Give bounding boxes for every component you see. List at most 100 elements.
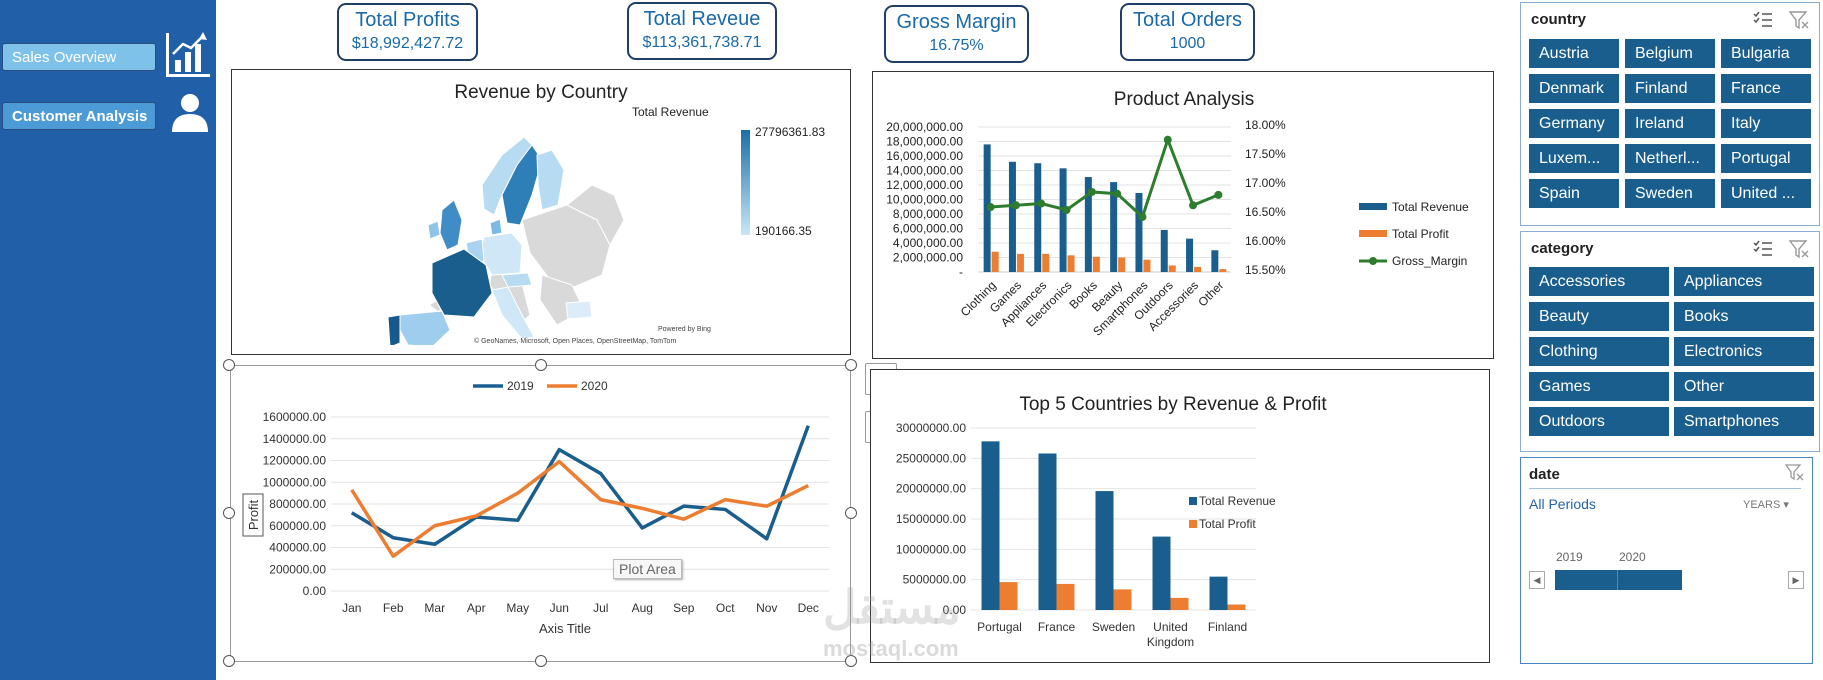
country-slicer-item[interactable]: Finland <box>1625 74 1715 103</box>
profit-trend-svg: 1600000.00 1400000.00 1200000.00 1000000.00… <box>242 379 829 636</box>
timeline-scroll-right[interactable]: ▶ <box>1788 571 1804 589</box>
multi-select-icon[interactable] <box>1751 238 1775 260</box>
x-tick-label: Mar <box>424 601 445 615</box>
category-slicer-item[interactable]: Appliances <box>1674 267 1814 296</box>
resize-handle[interactable] <box>223 655 235 667</box>
bar-total-profit <box>1118 257 1126 272</box>
country-slicer-item[interactable]: Spain <box>1529 179 1619 208</box>
legend-label: Total Revenue <box>1392 200 1469 214</box>
kpi-value: $18,992,427.72 <box>351 35 464 52</box>
bar-total-profit <box>1092 256 1100 272</box>
sales-overview-button[interactable]: Sales Overview <box>2 43 156 71</box>
timeline-selected-range[interactable] <box>1555 570 1682 590</box>
resize-handle[interactable] <box>845 507 857 519</box>
y-tick-label: 30000000.00 <box>896 421 966 435</box>
sales-chart-icon[interactable] <box>163 30 213 85</box>
map-credits: © GeoNames, Microsoft, Open Places, Open… <box>474 338 677 345</box>
country-slicer-item[interactable]: Luxem... <box>1529 144 1619 173</box>
country-slicer-item[interactable]: United ... <box>1721 179 1811 208</box>
resize-handle[interactable] <box>845 359 857 371</box>
chevron-down-icon: ▾ <box>1783 499 1789 511</box>
category-slicer-item[interactable]: Electronics <box>1674 337 1814 366</box>
x-tick-label: Jun <box>550 601 569 615</box>
country-slicer-item[interactable]: Ireland <box>1625 109 1715 138</box>
country-slicer-item[interactable]: France <box>1721 74 1811 103</box>
legend-label: Total Profit <box>1199 517 1256 531</box>
point-gross-margin <box>1011 201 1020 210</box>
plot-area-tooltip: Plot Area <box>613 559 682 579</box>
country-slicer-item[interactable]: Denmark <box>1529 74 1619 103</box>
country-slicer-item[interactable]: Austria <box>1529 39 1619 68</box>
timeline-level-label: YEARS <box>1743 499 1781 511</box>
x-tick-label: Oct <box>716 601 735 615</box>
x-tick-label: Other <box>1195 278 1226 309</box>
country-slicer-item[interactable]: Bulgaria <box>1721 39 1811 68</box>
timeline-level-select[interactable]: YEARS ▾ <box>1743 498 1789 511</box>
bar-total-revenue <box>1211 250 1219 272</box>
point-gross-margin <box>1138 212 1147 221</box>
country-slicer-item[interactable]: Sweden <box>1625 179 1715 208</box>
all-periods-label: All Periods <box>1529 496 1596 512</box>
revenue-map-chart[interactable]: Revenue by Country Total Revenue 2779 <box>231 69 851 355</box>
y2-tick-label: 16.50% <box>1245 205 1286 219</box>
user-icon[interactable] <box>170 92 210 139</box>
top5-countries-chart[interactable]: Top 5 Countries by Revenue & Profit 30000… <box>870 369 1490 663</box>
x-axis-title: Axis Title <box>539 621 591 636</box>
y-tick-label: 6,000,000.00 <box>893 222 963 236</box>
multi-select-icon[interactable] <box>1751 9 1775 31</box>
clear-filter-icon[interactable] <box>1787 9 1811 31</box>
point-gross-margin <box>1087 187 1096 196</box>
country-slicer-item[interactable]: Portugal <box>1721 144 1811 173</box>
map-legend-max: 27796361.83 <box>755 125 826 139</box>
legend-label: 2020 <box>581 379 608 393</box>
watermark: مستقل <box>823 581 961 633</box>
country-slicer[interactable]: country Austria Belgium Bulgaria Denmark Fin… <box>1520 2 1820 226</box>
bar-total-profit <box>991 251 999 272</box>
clear-filter-icon[interactable] <box>1787 238 1811 260</box>
kpi-total-orders: Total Orders 1000 <box>1120 3 1255 61</box>
y2-tick-label: 16.00% <box>1245 234 1286 248</box>
category-slicer-item[interactable]: Books <box>1674 302 1814 331</box>
product-analysis-chart[interactable]: Product Analysis 20,000,000.00 18,000,000.… <box>872 71 1494 359</box>
x-tick-label: Portugal <box>977 620 1022 634</box>
legend-swatch-revenue <box>1189 497 1197 505</box>
country-slicer-item[interactable]: Italy <box>1721 109 1811 138</box>
category-slicer-item[interactable]: Clothing <box>1529 337 1669 366</box>
resize-handle[interactable] <box>223 507 235 519</box>
y2-tick-label: 15.50% <box>1245 263 1286 277</box>
country-slicer-item[interactable]: Germany <box>1529 109 1619 138</box>
resize-handle[interactable] <box>845 655 857 667</box>
y-tick-label: 8,000,000.00 <box>893 207 963 221</box>
bar-total-revenue <box>1059 168 1067 272</box>
country-slicer-item[interactable]: Belgium <box>1625 39 1715 68</box>
category-slicer-item[interactable]: Games <box>1529 372 1669 401</box>
resize-handle[interactable] <box>223 359 235 371</box>
y-tick-label: 200000.00 <box>269 562 326 576</box>
country-slicer-item[interactable]: Netherl... <box>1625 144 1715 173</box>
category-slicer-item[interactable]: Accessories <box>1529 267 1669 296</box>
y-axis-title: Profit <box>246 499 261 530</box>
category-slicer-item[interactable]: Other <box>1674 372 1814 401</box>
watermark-url: mostaql.com <box>823 636 959 661</box>
slicer-header: category <box>1531 240 1594 257</box>
bar-total-revenue <box>1209 576 1228 610</box>
bar-total-revenue <box>981 441 1000 610</box>
y-tick-label: - <box>959 265 963 279</box>
map-legend-gradient <box>741 130 750 235</box>
timeline-scroll-left[interactable]: ◀ <box>1529 571 1545 589</box>
category-slicer-item[interactable]: Smartphones <box>1674 407 1814 436</box>
y-tick-label: 16,000,000.00 <box>886 149 963 163</box>
customer-analysis-button[interactable]: Customer Analysis <box>2 102 156 130</box>
bar-total-profit <box>1067 255 1075 272</box>
category-slicer-item[interactable]: Beauty <box>1529 302 1669 331</box>
y-tick-label: 1600000.00 <box>263 410 327 424</box>
clear-filter-icon[interactable] <box>1783 462 1805 484</box>
chart-title: Top 5 Countries by Revenue & Profit <box>1019 394 1327 415</box>
category-slicer-item[interactable]: Outdoors <box>1529 407 1669 436</box>
resize-handle[interactable] <box>535 359 547 371</box>
resize-handle[interactable] <box>535 655 547 667</box>
y-tick-label: 1000000.00 <box>263 475 327 489</box>
date-timeline[interactable]: date All Periods YEARS ▾ 2019 2020 ◀ ▶ <box>1520 457 1813 664</box>
category-slicer[interactable]: category Accessories Appliances Beauty Book… <box>1520 231 1820 452</box>
profit-trend-chart[interactable]: 1600000.00 1400000.00 1200000.00 1000000.00… <box>230 365 851 662</box>
